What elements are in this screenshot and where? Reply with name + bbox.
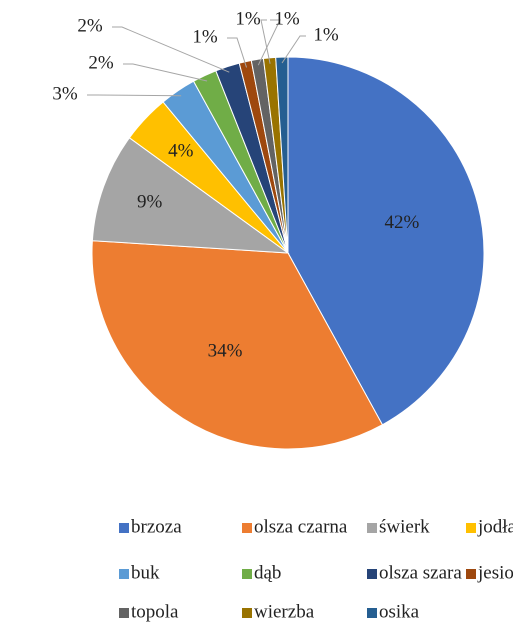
legend-label: olsza szara bbox=[379, 562, 462, 583]
legend-swatch bbox=[367, 608, 377, 618]
leader-line bbox=[260, 19, 271, 64]
legend-swatch bbox=[242, 608, 252, 618]
legend-label: jodła bbox=[477, 516, 513, 537]
data-label: 1% bbox=[235, 8, 261, 29]
legend-swatch bbox=[119, 523, 129, 533]
leader-line bbox=[227, 37, 248, 68]
data-label: 1% bbox=[274, 8, 300, 29]
data-label: 9% bbox=[137, 192, 163, 213]
legend-swatch bbox=[242, 523, 252, 533]
legend-label: dąb bbox=[254, 562, 281, 583]
legend-swatch bbox=[119, 569, 129, 579]
data-label: 3% bbox=[52, 83, 78, 104]
leader-line bbox=[112, 26, 230, 73]
legend-swatch bbox=[466, 523, 476, 533]
leader-line bbox=[257, 19, 281, 66]
legend-swatch bbox=[367, 569, 377, 579]
legend-label: olsza czarna bbox=[254, 516, 348, 537]
legend-label: buk bbox=[131, 562, 160, 583]
legend-label: wierzba bbox=[254, 601, 315, 622]
data-label: 2% bbox=[88, 52, 114, 73]
pie-slice bbox=[91, 137, 290, 254]
data-label: 1% bbox=[192, 26, 218, 47]
data-label: 1% bbox=[313, 24, 339, 45]
data-label: 42% bbox=[384, 212, 419, 233]
legend-swatch bbox=[119, 608, 129, 618]
data-label: 4% bbox=[168, 141, 194, 162]
legend-label: brzoza bbox=[131, 516, 182, 537]
leader-line bbox=[281, 35, 306, 64]
pie-slice bbox=[275, 56, 289, 254]
data-label: 34% bbox=[208, 341, 243, 362]
data-label: 2% bbox=[77, 15, 103, 36]
legend-swatch bbox=[242, 569, 252, 579]
legend-swatch bbox=[367, 523, 377, 533]
legend-label: osika bbox=[379, 601, 420, 622]
pie-slice bbox=[91, 240, 384, 450]
legend-label: świerk bbox=[379, 516, 430, 537]
legend-label: topola bbox=[131, 601, 179, 622]
legend-swatch bbox=[466, 569, 476, 579]
leader-line bbox=[123, 63, 208, 82]
legend-label: jesion bbox=[477, 562, 513, 583]
pie-slice bbox=[287, 56, 485, 426]
leader-line bbox=[87, 94, 182, 97]
